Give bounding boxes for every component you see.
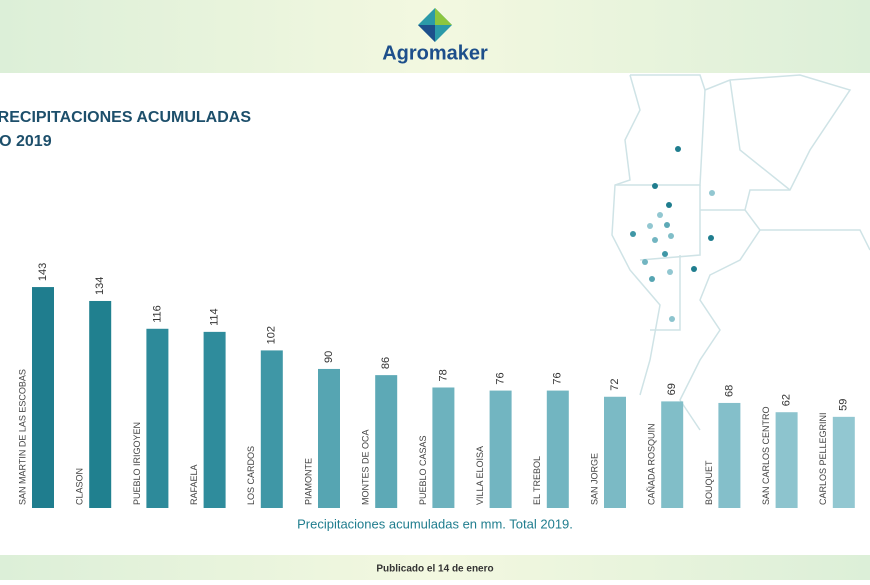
chart-subtitle: AÑO 2019: [0, 130, 52, 150]
value-label: 143: [37, 263, 49, 281]
category-label: RAFAELA: [189, 464, 199, 505]
bar: [432, 387, 455, 508]
bar: [661, 401, 684, 508]
bar: [604, 396, 626, 508]
category-label: SAN JORGE: [589, 453, 599, 505]
bar: [775, 412, 798, 508]
value-label: 134: [94, 277, 106, 295]
value-label: 59: [838, 399, 850, 411]
category-label: SAN CARLOS CENTRO: [761, 406, 771, 505]
value-label: 76: [495, 372, 507, 384]
value-label: 62: [781, 394, 793, 406]
category-label: EL TREBOL: [532, 456, 542, 505]
bar: [146, 328, 169, 508]
category-label: VILLA ELOISA: [475, 446, 485, 505]
bar: [318, 368, 340, 508]
value-label: 116: [151, 305, 163, 323]
footer-text: Publicado el 14 de enero: [376, 564, 493, 575]
value-label: 86: [380, 357, 392, 369]
value-label: 102: [266, 326, 278, 344]
bar: [32, 287, 54, 508]
map-dots: [630, 146, 715, 322]
category-label: PUEBLO IRIGOYEN: [132, 422, 142, 505]
value-label: 76: [552, 372, 564, 384]
value-label: 78: [437, 369, 449, 381]
value-label: 68: [723, 385, 735, 397]
bar: [718, 402, 741, 508]
category-label: CAÑADA ROSQUIN: [647, 423, 657, 505]
category-label: LOS CARDOS: [246, 446, 256, 505]
category-label: BOUQUET: [704, 460, 714, 505]
bar: [375, 375, 398, 508]
category-label: MONTES DE OCA: [361, 429, 371, 505]
category-label: SAN MARTIN DE LAS ESCOBAS: [17, 369, 27, 505]
logo-icon: [418, 8, 452, 42]
category-label: PIAMONTE: [303, 458, 313, 505]
category-label: PUEBLO CASAS: [418, 435, 428, 505]
bar: [546, 390, 569, 508]
value-label: 114: [209, 308, 221, 326]
category-label: CARLOS PELLEGRINI: [818, 412, 828, 505]
bar: [489, 390, 512, 508]
value-label: 72: [609, 379, 621, 391]
caption: Precipitaciones acumuladas en mm. Total …: [297, 516, 573, 531]
bar: [203, 331, 226, 508]
brand: Agromaker: [382, 42, 488, 64]
bar: [260, 350, 283, 508]
category-label: CLASON: [75, 468, 85, 505]
value-label: 69: [666, 383, 678, 395]
value-label: 90: [323, 351, 335, 363]
bar: [832, 416, 855, 508]
map: [611, 74, 870, 431]
bar: [89, 300, 112, 508]
chart-title: PRECIPITACIONES ACUMULADAS: [0, 109, 251, 126]
footer-band: [0, 555, 870, 580]
